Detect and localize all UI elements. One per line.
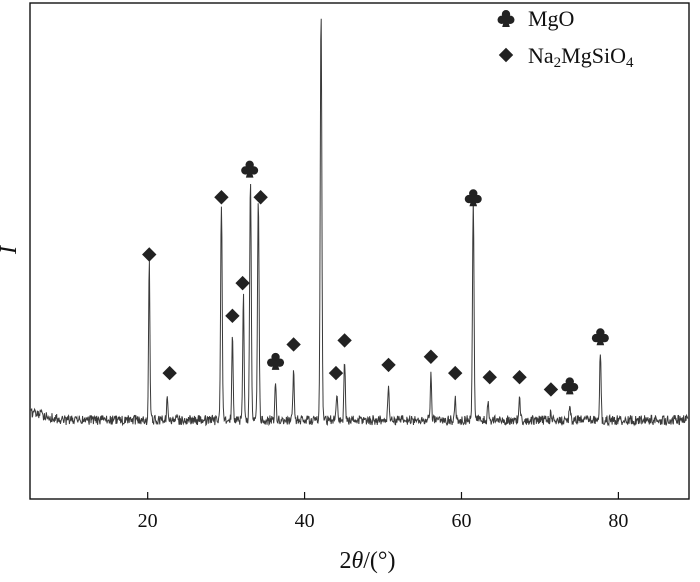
phase-annotations: [142, 160, 609, 397]
diamond-marker: [482, 370, 497, 385]
x-axis-title-theta: θ: [351, 548, 363, 574]
diamond-marker: [423, 349, 439, 364]
legend-diamond-marker: [498, 47, 514, 63]
club-marker: [591, 328, 609, 346]
diamond-marker: [543, 382, 559, 397]
diamond-marker: [448, 365, 463, 381]
diamond-marker: [142, 247, 157, 262]
legend-label-mgo: MgO: [528, 6, 574, 31]
legend-subscript: 4: [626, 55, 634, 71]
diamond-marker: [286, 337, 301, 352]
x-axis-title-prefix: 2: [339, 548, 351, 574]
legend-subscript: 2: [554, 55, 562, 71]
y-axis-title: I: [0, 245, 22, 255]
diamond-marker: [162, 365, 177, 381]
x-axis-title: 2θ/(°): [339, 548, 395, 574]
plot-frame: [29, 2, 690, 500]
diamond-marker: [512, 370, 527, 385]
club-marker: [561, 377, 579, 395]
axis-titles: 2θ/(°) I: [0, 245, 396, 574]
legend-label-na2mgsio4: Na2MgSiO4: [528, 43, 634, 71]
x-axis-title-suffix: /(°): [363, 548, 395, 574]
diamond-marker: [225, 308, 240, 324]
club-marker: [464, 189, 482, 207]
diamond-marker: [381, 357, 396, 373]
diamond-marker: [214, 190, 229, 205]
diamond-marker: [337, 333, 352, 348]
club-marker: [267, 352, 285, 370]
legend-text-part: Na: [528, 43, 554, 68]
diamond-marker: [328, 365, 344, 381]
club-marker: [241, 160, 259, 178]
x-tick-label: 80: [608, 510, 628, 532]
x-axis-ticks: 20 40 60 80: [138, 492, 628, 532]
x-tick-label: 40: [295, 510, 315, 532]
legend-club-marker: [497, 10, 515, 27]
diamond-marker: [253, 190, 268, 205]
x-tick-label: 20: [138, 510, 158, 532]
xrd-pattern-line: [30, 18, 689, 427]
legend-text-part: MgSiO: [561, 43, 626, 68]
plot-frame-rect: [29, 2, 690, 500]
legend: MgO Na2MgSiO4: [497, 6, 634, 71]
x-tick-label: 60: [451, 510, 471, 532]
series-area: [30, 18, 689, 427]
diamond-marker: [235, 275, 250, 291]
